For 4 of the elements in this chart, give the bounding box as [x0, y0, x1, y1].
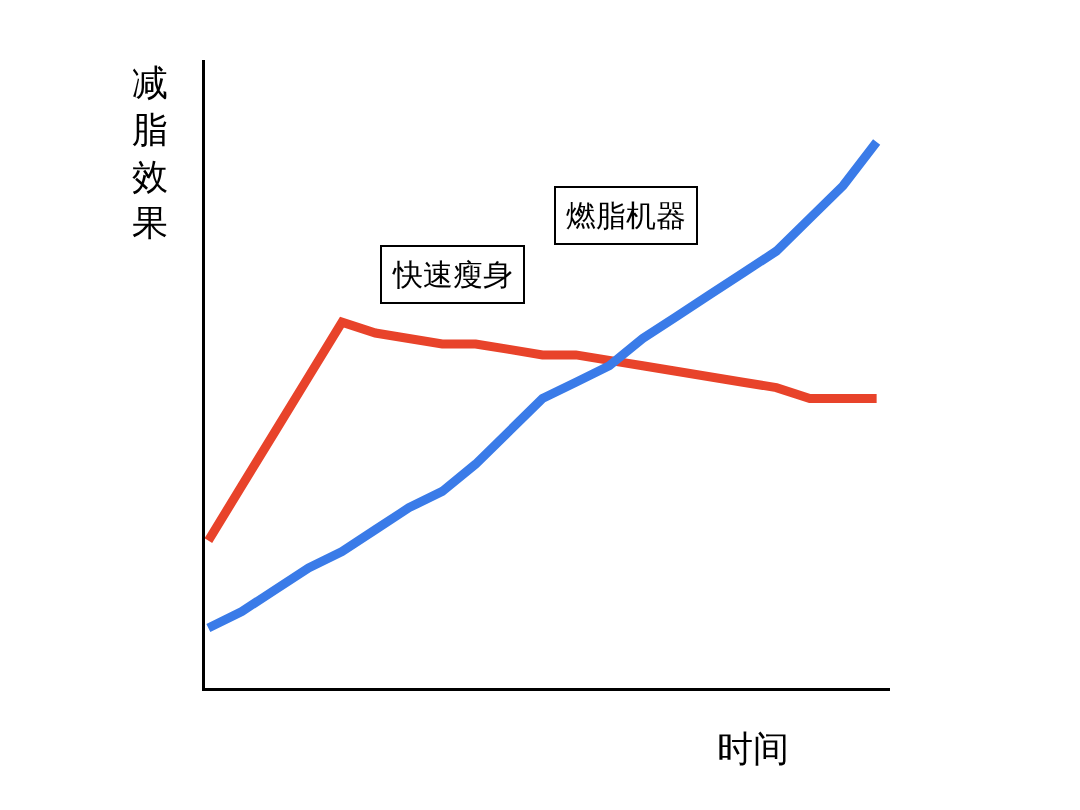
annotation: 快速瘦身: [392, 257, 513, 292]
y-axis-title: 减脂效果: [132, 62, 168, 244]
annotation: 燃脂机器: [566, 198, 686, 233]
x-axis-title: 时间: [717, 728, 789, 769]
